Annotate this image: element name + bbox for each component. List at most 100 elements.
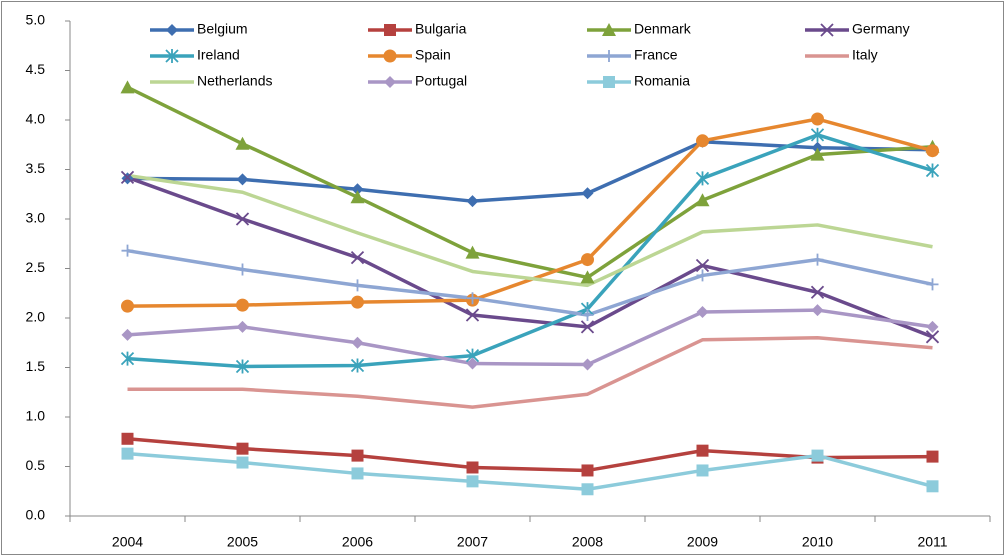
data-point (925, 163, 940, 178)
x-tick-label: 2011 (917, 534, 947, 550)
data-point (466, 461, 479, 474)
series-line (127, 451, 933, 492)
data-point (581, 253, 594, 267)
data-point (351, 449, 364, 462)
legend-marker (603, 50, 615, 62)
data-point (350, 358, 365, 373)
y-tick-label: 5.0 (26, 12, 46, 28)
data-point (581, 483, 594, 496)
data-point (811, 112, 824, 126)
y-tick-label: 0.0 (26, 507, 46, 523)
data-point (580, 320, 595, 334)
data-point (810, 147, 825, 161)
data-point (466, 357, 479, 370)
legend-marker (383, 49, 397, 63)
y-tick-label: 0.5 (26, 457, 46, 473)
data-point (815, 335, 821, 341)
data-point (581, 309, 594, 322)
data-point (235, 359, 250, 374)
data-point (811, 304, 824, 317)
data-point (580, 270, 595, 284)
legend-label: Spain (415, 47, 451, 63)
data-point (121, 447, 134, 460)
data-point (350, 190, 365, 204)
legend-label: Romania (634, 73, 690, 89)
x-tick-label: 2009 (687, 534, 718, 550)
data-point (466, 195, 479, 208)
data-point (351, 467, 364, 480)
data-point (240, 386, 246, 392)
series-line (127, 308, 933, 367)
legend-label: Ireland (197, 47, 240, 63)
data-point (696, 444, 709, 457)
series-line (127, 248, 933, 317)
data-point (925, 330, 940, 344)
data-point (465, 308, 480, 322)
data-point (926, 480, 939, 493)
data-point (120, 80, 135, 94)
legend-label: Belgium (197, 21, 248, 37)
data-point (121, 432, 134, 445)
data-point (120, 170, 135, 185)
data-point (926, 320, 939, 333)
series-line (126, 175, 934, 339)
data-point (236, 173, 249, 186)
series-line (127, 173, 933, 288)
data-point (125, 172, 131, 178)
data-point (236, 263, 249, 276)
data-point (240, 189, 246, 195)
data-point (236, 456, 249, 469)
data-point (355, 393, 361, 399)
data-point (696, 306, 709, 319)
y-tick-label: 4.0 (26, 111, 46, 127)
data-point (120, 351, 135, 366)
data-point (470, 268, 476, 274)
x-tick-label: 2010 (802, 534, 833, 550)
data-point (236, 320, 249, 333)
y-tick-label: 2.5 (26, 259, 46, 275)
data-point (695, 193, 710, 207)
legend-label: Netherlands (197, 73, 273, 89)
data-point (696, 269, 709, 282)
y-tick-label: 3.5 (26, 160, 46, 176)
x-tick-label: 2006 (342, 534, 373, 550)
data-point (235, 136, 250, 150)
legend-label: Germany (852, 21, 910, 37)
series-line (126, 85, 933, 280)
legend-marker (166, 24, 178, 36)
data-point (125, 386, 131, 392)
data-point (121, 328, 134, 341)
data-point (815, 222, 821, 228)
data-point (581, 358, 594, 371)
data-point (466, 475, 479, 488)
data-point (926, 450, 939, 463)
data-point (465, 245, 480, 259)
data-point (926, 278, 939, 291)
legend-marker (165, 49, 179, 63)
legend-marker (603, 76, 615, 88)
legend-marker (602, 23, 616, 36)
data-point (355, 230, 361, 236)
x-tick-label: 2007 (457, 534, 488, 550)
data-point (581, 187, 594, 200)
data-point (810, 127, 825, 142)
data-point (700, 229, 706, 235)
y-tick-label: 1.5 (26, 358, 46, 374)
data-point (696, 464, 709, 477)
x-tick-label: 2008 (572, 534, 603, 550)
data-point (351, 183, 364, 196)
legend-marker (820, 23, 834, 37)
data-point (585, 282, 591, 288)
data-point (695, 171, 710, 186)
x-tick-label: 2004 (112, 534, 143, 550)
series-line (127, 140, 933, 203)
data-point (585, 391, 591, 397)
legend-label: Portugal (415, 73, 467, 89)
data-point (581, 464, 594, 477)
data-point (236, 298, 249, 312)
data-point (351, 279, 364, 292)
data-point (811, 449, 824, 462)
